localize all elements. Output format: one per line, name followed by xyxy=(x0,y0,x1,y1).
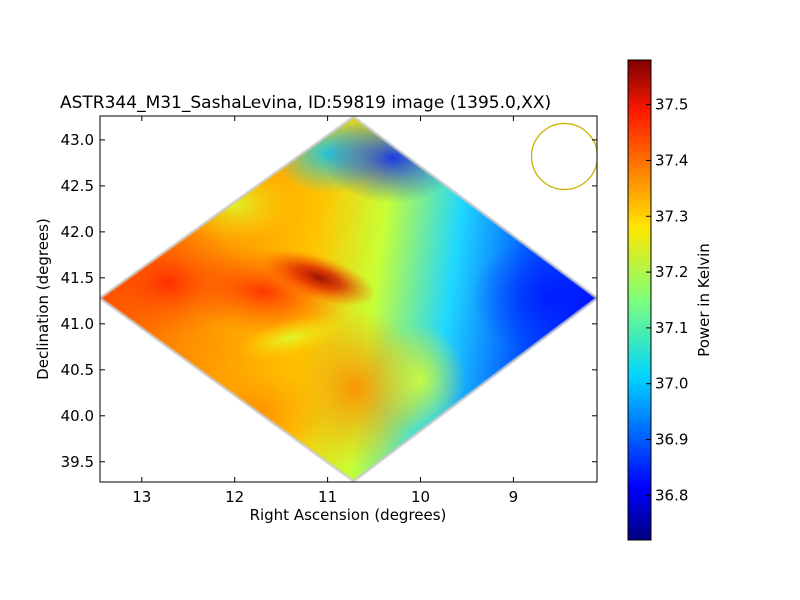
x-tick-label: 12 xyxy=(225,488,244,506)
x-tick-label: 10 xyxy=(411,488,430,506)
x-tick-label: 13 xyxy=(132,488,151,506)
x-axis-label: Right Ascension (degrees) xyxy=(250,506,447,524)
colorbar-tick-label: 37.5 xyxy=(655,96,688,114)
y-tick-label: 42.0 xyxy=(61,223,94,241)
field-blob xyxy=(237,315,344,361)
x-tick-label: 9 xyxy=(509,488,519,506)
x-tick-label: 11 xyxy=(318,488,337,506)
y-tick-label: 42.5 xyxy=(61,177,94,195)
colorbar-tick-label: 37.3 xyxy=(655,207,688,225)
y-tick-label: 41.5 xyxy=(61,269,94,287)
y-tick-label: 41.0 xyxy=(61,315,94,333)
field-blob xyxy=(375,324,466,435)
colorbar-tick-label: 37.1 xyxy=(655,319,688,337)
x-axis-ticks: 13 12 11 10 9 xyxy=(132,116,518,506)
chart-title: ASTR344_M31_SashaLevina, ID:59819 image … xyxy=(60,93,551,113)
colorbar-gradient xyxy=(627,59,652,541)
y-axis-ticks: 39.5 40.0 40.5 41.0 41.5 42.0 42.5 43.0 xyxy=(61,131,597,471)
colorbar-ticks: 36.8 36.9 37.0 37.1 37.2 37.3 37.4 37.5 xyxy=(646,96,688,504)
y-tick-label: 40.5 xyxy=(61,361,94,379)
colorbar-tick-label: 37.2 xyxy=(655,263,688,281)
colorbar: 36.8 36.9 37.0 37.1 37.2 37.3 37.4 37.5 Power i… xyxy=(627,59,713,541)
y-axis-label: Declination (degrees) xyxy=(34,218,52,380)
colorbar-tick-label: 37.4 xyxy=(655,151,688,169)
colorbar-tick-label: 36.9 xyxy=(655,431,688,449)
colorbar-tick-label: 36.8 xyxy=(655,486,688,504)
colorbar-label: Power in Kelvin xyxy=(695,243,713,357)
y-tick-label: 43.0 xyxy=(61,131,94,149)
axes-frame xyxy=(99,115,598,483)
y-tick-label: 40.0 xyxy=(61,407,94,425)
plot-area xyxy=(99,115,598,483)
field-blob xyxy=(173,244,352,339)
colorbar-tick-label: 37.0 xyxy=(655,375,688,393)
y-tick-label: 39.5 xyxy=(61,453,94,471)
map-edge-shadow xyxy=(100,116,597,482)
beam-circle xyxy=(530,122,597,191)
